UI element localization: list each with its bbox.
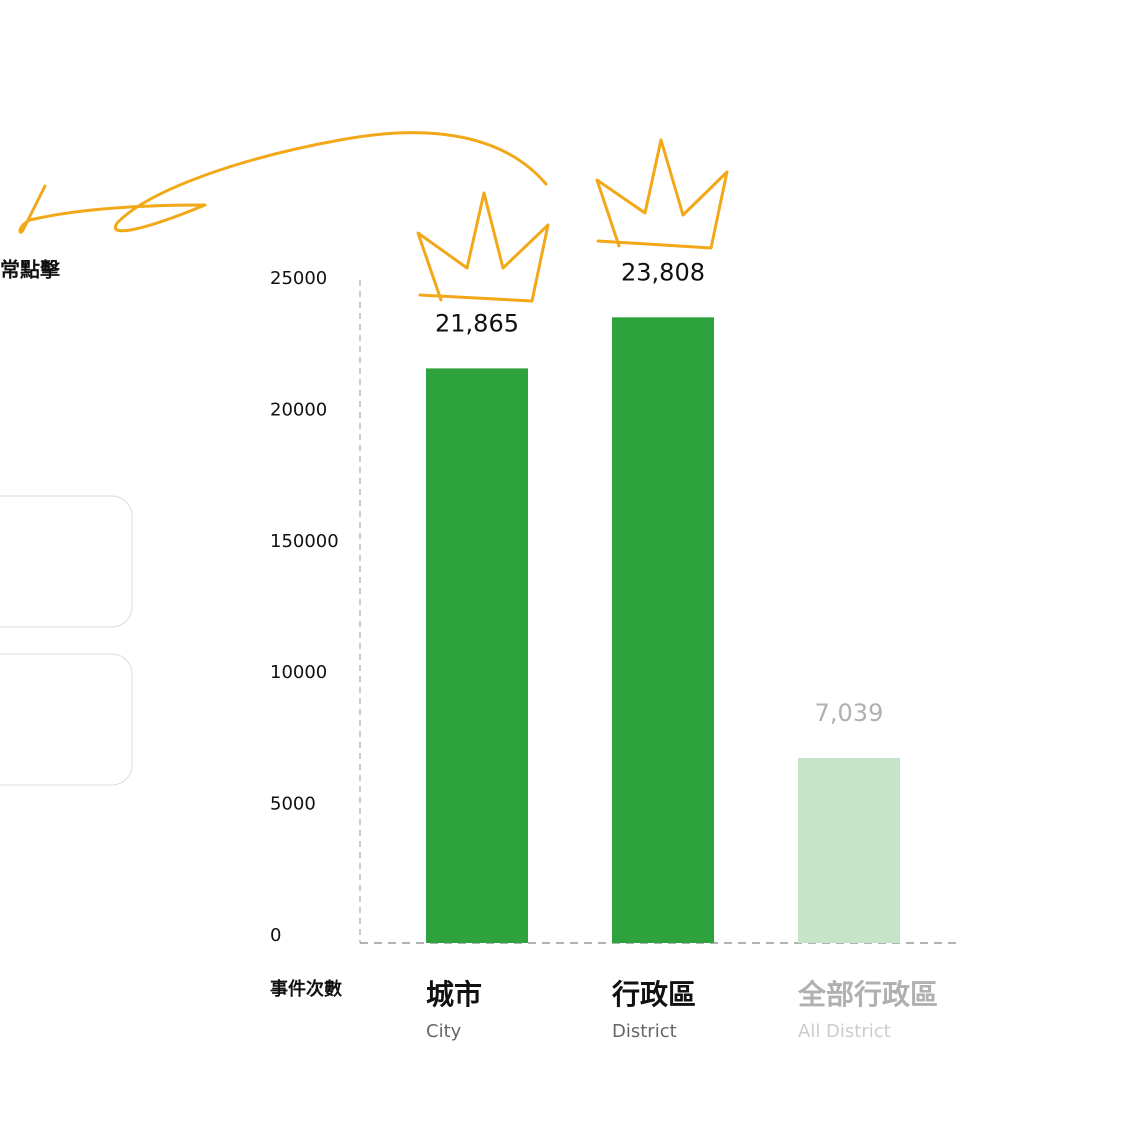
y-tick-label: 150000 <box>270 531 339 552</box>
y-tick-label: 10000 <box>270 662 327 683</box>
x-tick-sublabel: City <box>426 1021 462 1042</box>
y-axis-label: 事件次數 <box>270 978 342 1000</box>
annotation: 常點擊 <box>0 258 61 282</box>
y-tick-label: 0 <box>270 925 281 946</box>
bar <box>612 317 714 943</box>
doodles <box>18 131 729 303</box>
arrow-doodle <box>18 131 548 234</box>
value-label: 21,865 <box>435 309 519 337</box>
x-tick-label: 城市 <box>426 978 482 1011</box>
crown-doodle <box>416 191 550 303</box>
crown-doodle <box>595 138 729 250</box>
card <box>0 495 133 628</box>
x-tick-sublabel: District <box>612 1021 677 1042</box>
x-tick-sublabel: All District <box>798 1021 891 1042</box>
value-label: 23,808 <box>621 258 705 286</box>
y-tick-label: 25000 <box>270 268 327 289</box>
bar <box>798 758 900 943</box>
value-label: 7,039 <box>815 699 884 727</box>
x-tick-label: 行政區 <box>611 978 696 1011</box>
card <box>0 653 133 786</box>
bar <box>426 368 528 943</box>
x-tick-label: 全部行政區 <box>797 978 938 1011</box>
y-tick-label: 20000 <box>270 399 327 420</box>
y-tick-label: 5000 <box>270 794 316 815</box>
